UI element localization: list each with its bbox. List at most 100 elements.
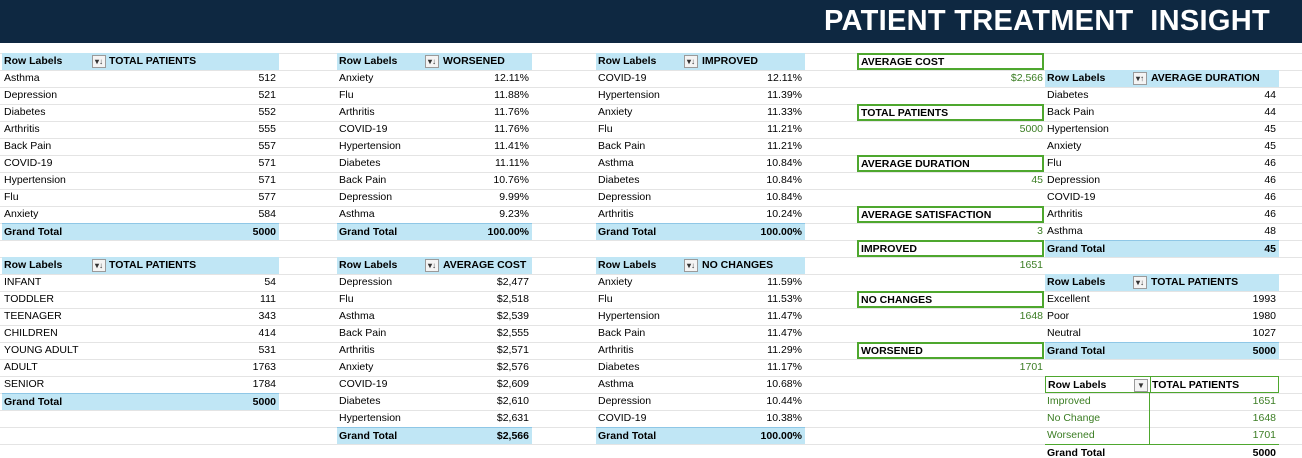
grand-total-row: Grand Total 100.00% [337, 223, 532, 240]
row-label: Flu [339, 89, 354, 101]
sort-ascending-filter-icon[interactable]: ▾↑ [1133, 72, 1147, 85]
pivot-row: COVID-19 10.38% [596, 410, 805, 427]
pivot-row: YOUNG ADULT 531 [2, 342, 279, 359]
kpi-value: $2,566 [1010, 72, 1043, 84]
sort-descending-filter-icon[interactable]: ▾↓ [92, 55, 106, 68]
sort-descending-filter-icon[interactable]: ▾↓ [425, 55, 439, 68]
row-label: Diabetes [598, 174, 640, 186]
pivot-row: Anxiety 11.33% [596, 104, 805, 121]
row-value: 1648 [1252, 412, 1276, 424]
row-value: 521 [258, 89, 276, 101]
pivot-row: Flu 11.21% [596, 121, 805, 138]
row-value: 10.68% [766, 378, 802, 390]
column-separator [1149, 427, 1150, 444]
row-label: Diabetes [598, 361, 640, 373]
row-labels-header: Row Labels [1048, 379, 1107, 391]
pivot-row: Depression 10.84% [596, 189, 805, 206]
pivot-header-row: Row Labels ▾↓ TOTAL PATIENTS [1045, 274, 1279, 291]
row-label: Hypertension [1047, 123, 1109, 135]
row-label: Asthma [1047, 225, 1083, 237]
grand-total-label: Grand Total [4, 226, 63, 238]
pivot-row: Arthritis 555 [2, 121, 279, 138]
row-label: Flu [1047, 157, 1062, 169]
value-column-header: WORSENED [443, 55, 505, 67]
row-label: Hypertension [598, 89, 660, 101]
grand-total-label: Grand Total [1047, 243, 1106, 255]
row-value: 1763 [252, 361, 276, 373]
row-value: 557 [258, 140, 276, 152]
row-label: ADULT [4, 361, 38, 373]
pivot-row: COVID-19 46 [1045, 189, 1279, 206]
pivot-row: Hypertension 45 [1045, 121, 1279, 138]
pivot-header-row: Row Labels ▾↓ TOTAL PATIENTS [2, 257, 279, 274]
row-label: COVID-19 [598, 412, 647, 424]
pivot-row: Flu 577 [2, 189, 279, 206]
sort-descending-filter-icon[interactable]: ▾↓ [92, 259, 106, 272]
pivot-row: Flu $2,518 [337, 291, 532, 308]
sort-descending-filter-icon[interactable]: ▾↓ [684, 259, 698, 272]
pivot-row: Hypertension $2,631 [337, 410, 532, 427]
kpi-label-box: AVERAGE COST [857, 53, 1044, 70]
row-label: Arthritis [598, 208, 634, 220]
pivot-satisfaction: Row Labels ▾↓ TOTAL PATIENTS Excellent 1993 P… [1045, 274, 1279, 359]
pivot-row: Arthritis 10.24% [596, 206, 805, 223]
value-column-header: IMPROVED [702, 55, 759, 67]
grand-total-row: Grand Total 5000 [1045, 342, 1279, 359]
pivot-row: Back Pain $2,555 [337, 325, 532, 342]
row-label: Depression [598, 395, 652, 407]
row-labels-header: Row Labels [339, 259, 398, 271]
row-label: Anxiety [4, 208, 39, 220]
row-label: Flu [598, 123, 613, 135]
row-label: Improved [1047, 395, 1091, 407]
pivot-row: INFANT 54 [2, 274, 279, 291]
sort-descending-filter-icon[interactable]: ▾↓ [684, 55, 698, 68]
column-separator [1149, 393, 1150, 410]
row-label: Back Pain [339, 174, 387, 186]
sort-descending-filter-icon[interactable]: ▾↓ [425, 259, 439, 272]
row-value: 343 [258, 310, 276, 322]
sort-descending-filter-icon[interactable]: ▾↓ [1133, 276, 1147, 289]
row-value: 531 [258, 344, 276, 356]
row-value: 11.53% [767, 293, 802, 305]
row-label: Diabetes [339, 395, 381, 407]
dashboard-title: PATIENT TREATMENT INSIGHT [824, 5, 1270, 37]
pivot-age-group: Row Labels ▾↓ TOTAL PATIENTS INFANT 54 TODDLE… [2, 257, 279, 410]
row-value: 11.11% [494, 157, 529, 169]
row-value: $2,576 [496, 361, 529, 373]
row-label: Back Pain [339, 327, 387, 339]
grand-total-row: Grand Total $2,566 [337, 427, 532, 444]
pivot-row: Poor 1980 [1045, 308, 1279, 325]
row-label: Anxiety [339, 72, 374, 84]
pivot-row: Anxiety 11.59% [596, 274, 805, 291]
row-label: Arthritis [598, 344, 634, 356]
pivot-row: Flu 11.88% [337, 87, 532, 104]
kpi-label-box: WORSENED [857, 342, 1044, 359]
pivot-row: COVID-19 $2,609 [337, 376, 532, 393]
pivot-header-row: Row Labels ▾↓ AVERAGE COST [337, 257, 532, 274]
row-label: Arthritis [4, 123, 40, 135]
pivot-row: Hypertension 571 [2, 172, 279, 189]
value-column-header: TOTAL PATIENTS [1152, 379, 1240, 391]
row-label: Worsened [1047, 429, 1095, 441]
value-column-header: AVERAGE COST [443, 259, 527, 271]
row-label: Back Pain [598, 140, 646, 152]
pivot-row: Arthritis 46 [1045, 206, 1279, 223]
row-label: Depression [339, 276, 393, 288]
row-label: SENIOR [4, 378, 45, 390]
row-value: 11.21% [767, 123, 802, 135]
row-value: 571 [258, 174, 276, 186]
row-label: Diabetes [339, 157, 381, 169]
row-value: $2,539 [496, 310, 529, 322]
grand-total-label: Grand Total [339, 430, 398, 442]
row-label: Asthma [598, 378, 634, 390]
value-column-header: TOTAL PATIENTS [1151, 276, 1239, 288]
pivot-row: Diabetes 552 [2, 104, 279, 121]
pivot-row: Neutral 1027 [1045, 325, 1279, 342]
pivot-row: Asthma 512 [2, 70, 279, 87]
row-value: 1701 [1252, 429, 1276, 441]
pivot-row: Asthma 10.84% [596, 155, 805, 172]
row-value: 45 [1264, 140, 1276, 152]
dropdown-filter-icon[interactable]: ▼ [1134, 379, 1148, 392]
row-label: Flu [339, 293, 354, 305]
pivot-header-row: Row Labels ▾↓ WORSENED [337, 53, 532, 70]
